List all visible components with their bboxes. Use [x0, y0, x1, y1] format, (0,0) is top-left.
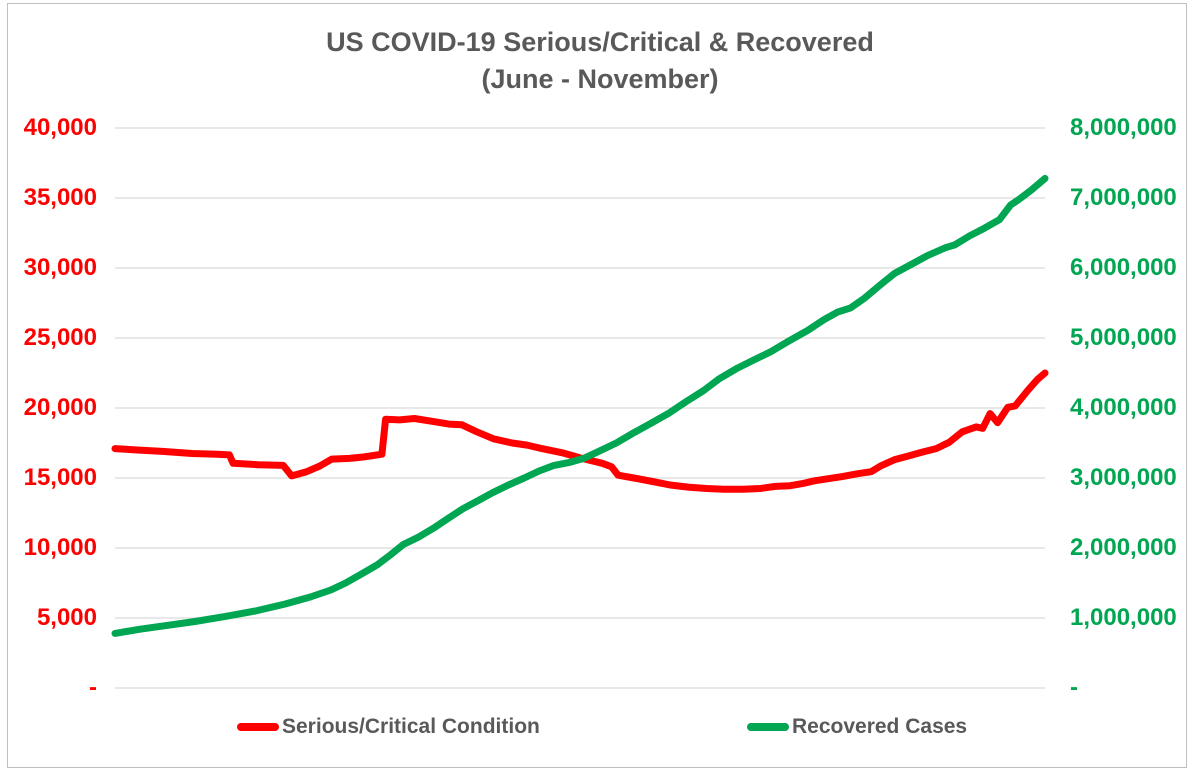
legend-label: Recovered Cases: [792, 715, 968, 738]
y-right-tick: 5,000,000: [1070, 324, 1177, 351]
y-left-tick: 35,000: [23, 184, 97, 211]
y-right-tick: -: [1070, 674, 1078, 701]
y-left-tick: 30,000: [23, 254, 97, 281]
y-right-tick: 7,000,000: [1070, 184, 1177, 211]
y-left-tick: 40,000: [23, 114, 97, 141]
y-left-tick: 20,000: [23, 394, 97, 421]
legend-marker-green-icon: [747, 723, 789, 731]
y-right-tick: 1,000,000: [1070, 604, 1177, 631]
chart-title-block: US COVID-19 Serious/Critical & Recovered…: [0, 24, 1200, 98]
legend-item-serious-critical: Serious/Critical Condition: [237, 710, 540, 744]
y-right-tick: 2,000,000: [1070, 534, 1177, 561]
y-left-tick: 15,000: [23, 464, 97, 491]
y-left-tick: 25,000: [23, 324, 97, 351]
y-left-tick: 5,000: [36, 604, 97, 631]
chart-frame: [7, 3, 1187, 768]
y-left-tick: 10,000: [23, 534, 97, 561]
y-right-tick: 4,000,000: [1070, 394, 1177, 421]
y-left-tick: -: [89, 674, 97, 701]
legend-marker-red-icon: [237, 723, 279, 731]
legend-label: Serious/Critical Condition: [282, 715, 540, 738]
chart-subtitle: (June - November): [481, 64, 719, 94]
y-right-tick: 8,000,000: [1070, 114, 1177, 141]
chart-title: US COVID-19 Serious/Critical & Recovered: [326, 27, 874, 57]
y-right-tick: 6,000,000: [1070, 254, 1177, 281]
legend-item-recovered: Recovered Cases: [747, 710, 967, 744]
y-right-tick: 3,000,000: [1070, 464, 1177, 491]
